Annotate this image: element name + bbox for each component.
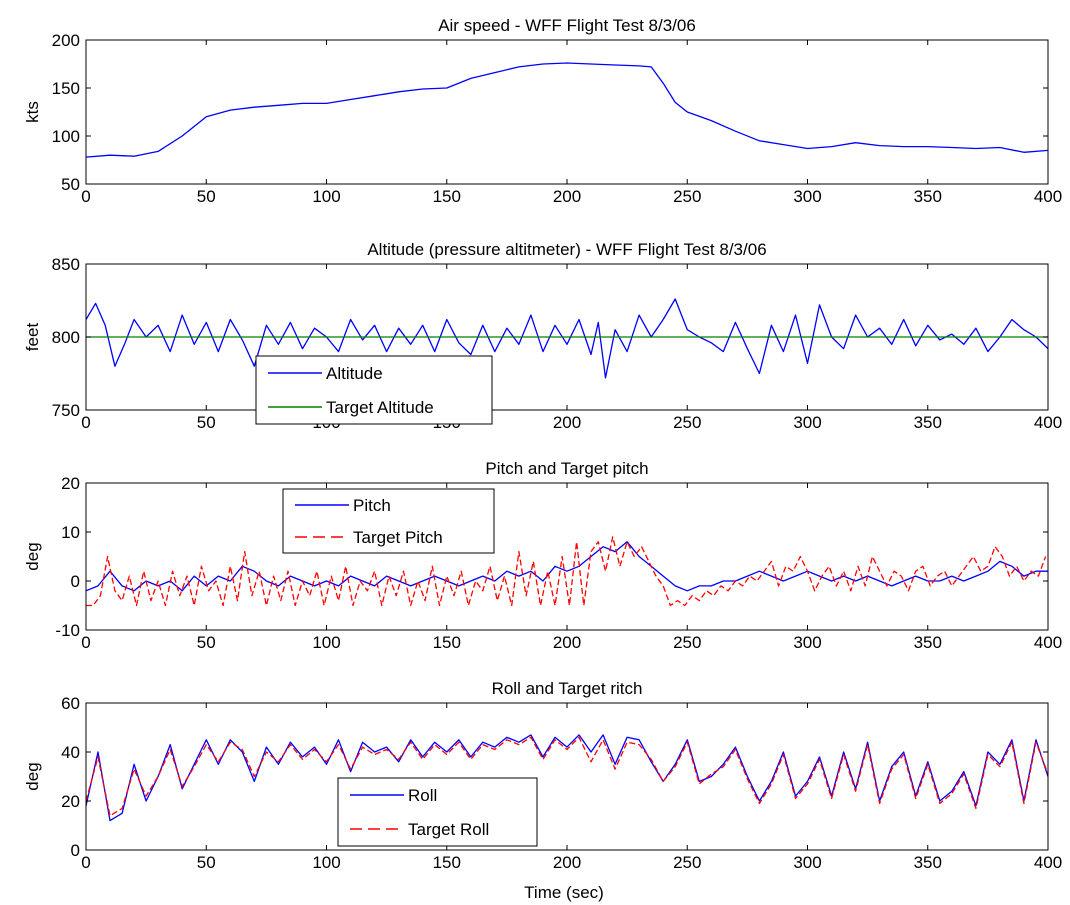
- x-tick-label: 100: [312, 633, 340, 652]
- y-axis-label: feet: [23, 323, 42, 352]
- x-tick-label: 50: [197, 187, 216, 206]
- legend-box: [282, 488, 495, 554]
- x-tick-label: 350: [914, 853, 942, 872]
- y-axis-label: deg: [23, 762, 42, 790]
- x-tick-label: 400: [1034, 413, 1062, 432]
- x-tick-label: 300: [793, 853, 821, 872]
- x-tick-label: 400: [1034, 633, 1062, 652]
- y-tick-label: 150: [52, 79, 80, 98]
- y-tick-label: 850: [52, 255, 80, 274]
- plot-area: [86, 62, 1048, 158]
- subplot-pitch: Pitch and Target pitch deg 0 50 100 150 200 2…: [23, 459, 1062, 652]
- x-tick-label: 300: [793, 413, 821, 432]
- y-tick-label: 50: [61, 175, 80, 194]
- x-tick-label: 200: [553, 413, 581, 432]
- x-tick-label: 150: [433, 633, 461, 652]
- series-line-target-pitch: [86, 536, 1047, 607]
- y-tick-label: 40: [61, 743, 80, 762]
- subplot-altitude: Altitude (pressure altitmeter) - WFF Fli…: [23, 240, 1062, 432]
- x-tick-label: 200: [553, 633, 581, 652]
- legend-label: Roll: [408, 786, 437, 805]
- y-axis-label: kts: [23, 101, 42, 123]
- y-tick-label: -10: [55, 621, 80, 640]
- x-axis-label: Time (sec): [524, 883, 604, 902]
- y-tick-label: 800: [52, 328, 80, 347]
- y-tick-label: 0: [71, 572, 80, 591]
- x-tick-label: 400: [1034, 853, 1062, 872]
- x-tick-label: 250: [673, 413, 701, 432]
- x-tick-label: 50: [197, 853, 216, 872]
- legend: Roll Target Roll: [337, 777, 538, 847]
- x-tick-label: 100: [312, 853, 340, 872]
- x-tick-label: 100: [312, 187, 340, 206]
- x-tick-label: 400: [1034, 187, 1062, 206]
- plot-area: [86, 734, 1048, 822]
- x-tick-label: 50: [197, 413, 216, 432]
- y-tick-label: 750: [52, 401, 80, 420]
- legend-label: Pitch: [353, 496, 391, 515]
- subplot-title: Altitude (pressure altitmeter) - WFF Fli…: [367, 240, 766, 259]
- x-tick-label: 0: [81, 187, 90, 206]
- legend-label: Target Altitude: [326, 398, 434, 417]
- x-tick-label: 250: [673, 187, 701, 206]
- subplot-title: Roll and Target ritch: [492, 679, 643, 698]
- x-tick-label: 300: [793, 187, 821, 206]
- y-tick-label: 100: [52, 127, 80, 146]
- x-tick-label: 250: [673, 853, 701, 872]
- legend: Pitch Target Pitch: [282, 488, 495, 554]
- y-tick-label: 20: [61, 792, 80, 811]
- x-tick-label: 0: [81, 633, 90, 652]
- y-tick-label: 10: [61, 523, 80, 542]
- plot-area: [86, 536, 1048, 607]
- legend-label: Target Roll: [408, 820, 489, 839]
- legend-box: [337, 777, 538, 847]
- subplot-title: Pitch and Target pitch: [485, 459, 648, 478]
- x-tick-label: 150: [433, 853, 461, 872]
- x-tick-label: 350: [914, 633, 942, 652]
- series-line-altitude: [86, 298, 1048, 379]
- y-tick-label: 60: [61, 694, 80, 713]
- legend: Altitude Target Altitude: [255, 355, 493, 425]
- x-tick-label: 300: [793, 633, 821, 652]
- x-tick-label: 0: [81, 853, 90, 872]
- subplot-title: Air speed - WFF Flight Test 8/3/06: [438, 16, 696, 35]
- series-line-roll: [86, 734, 1048, 822]
- x-tick-label: 150: [433, 187, 461, 206]
- x-tick-label: 250: [673, 633, 701, 652]
- series-line-target-roll: [86, 736, 1048, 817]
- y-tick-label: 200: [52, 31, 80, 50]
- y-axis-label: deg: [23, 542, 42, 570]
- series-line-main: [86, 62, 1048, 158]
- x-tick-label: 200: [553, 853, 581, 872]
- x-tick-label: 350: [914, 187, 942, 206]
- legend-box: [255, 355, 493, 425]
- plot-area: [86, 298, 1048, 379]
- legend-label: Target Pitch: [353, 528, 443, 547]
- x-tick-label: 200: [553, 187, 581, 206]
- subplot-airspeed: Air speed - WFF Flight Test 8/3/06 kts 0…: [23, 16, 1062, 206]
- x-tick-label: 0: [81, 413, 90, 432]
- subplot-roll: Roll and Target ritch deg 0 50 100 150 200 25…: [23, 679, 1062, 872]
- x-tick-label: 50: [197, 633, 216, 652]
- y-tick-label: 20: [61, 474, 80, 493]
- y-tick-label: 0: [71, 841, 80, 860]
- x-tick-label: 350: [914, 413, 942, 432]
- legend-label: Altitude: [326, 364, 383, 383]
